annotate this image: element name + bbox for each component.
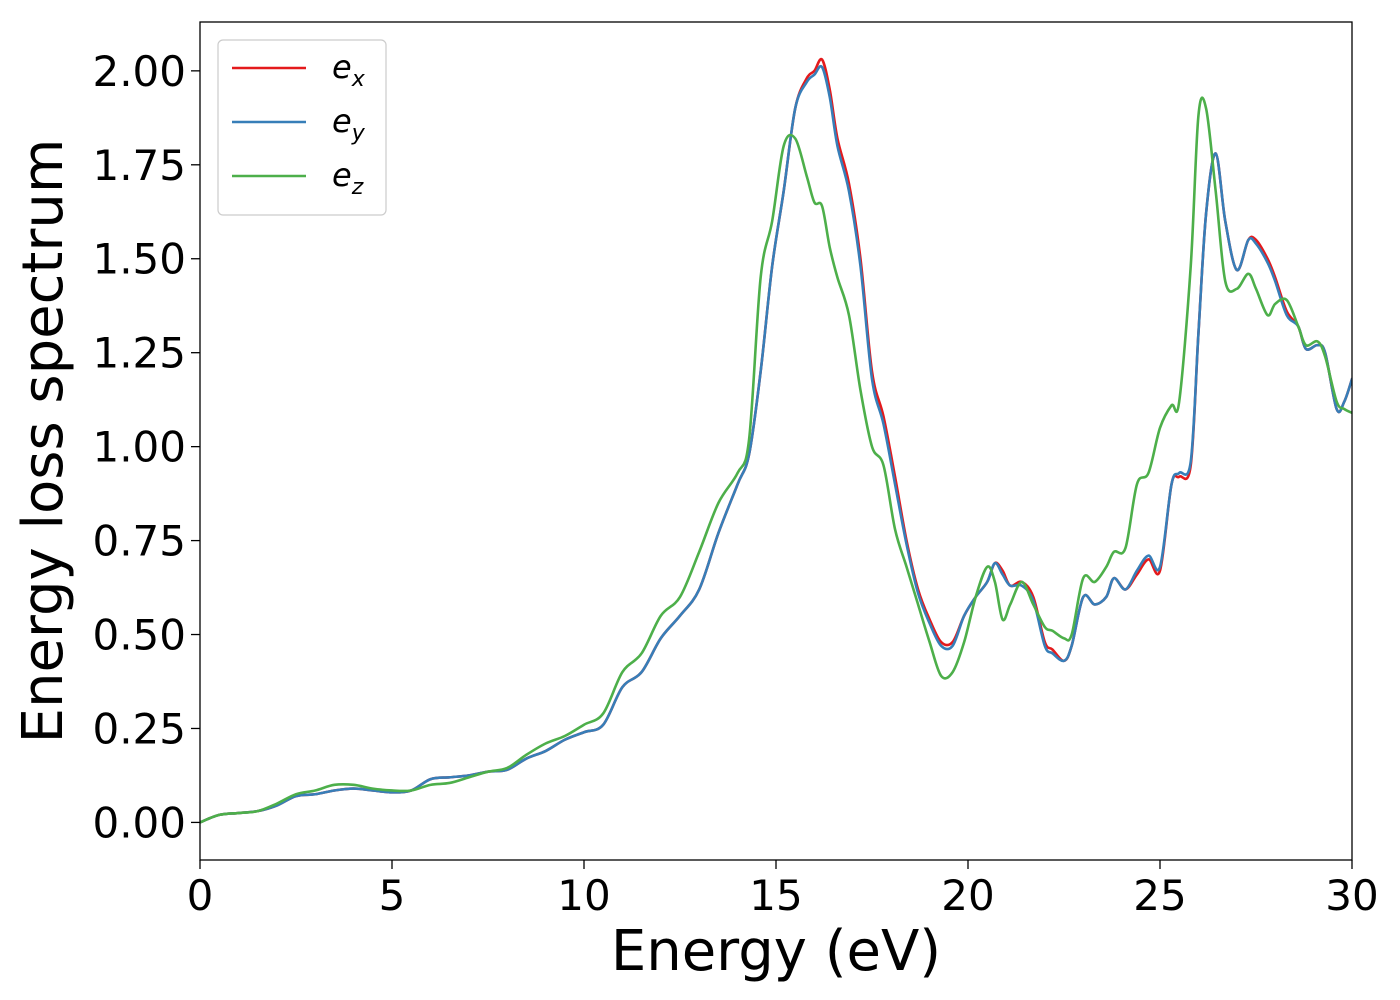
x-tick-label: 20 xyxy=(941,871,994,920)
x-tick-label: 5 xyxy=(379,871,406,920)
y-tick-label: 2.00 xyxy=(92,47,186,96)
x-tick-label: 10 xyxy=(557,871,610,920)
y-tick-label: 0.25 xyxy=(92,704,186,753)
x-tick-label: 15 xyxy=(749,871,802,920)
x-axis: 0 5 10 15 20 25 30 xyxy=(187,860,1379,920)
y-tick-label: 1.00 xyxy=(92,423,186,472)
series-line-ez xyxy=(200,96,1352,824)
y-tick-label: 0.00 xyxy=(92,798,186,847)
series-layer xyxy=(200,57,1352,824)
x-tick-label: 25 xyxy=(1133,871,1186,920)
legend-label-x: ex xyxy=(332,48,366,92)
y-axis: 0.00 0.25 0.50 0.75 1.00 1.25 1.50 1.75 2.00 xyxy=(92,47,200,847)
y-tick-label: 0.50 xyxy=(92,611,186,660)
y-axis-title: Energy loss spectrum xyxy=(11,139,76,744)
x-tick-label: 0 xyxy=(187,871,214,920)
y-tick-label: 0.75 xyxy=(92,517,186,566)
legend-label-y: ey xyxy=(332,102,366,146)
legend: ex ey ez xyxy=(217,39,387,216)
y-tick-label: 1.75 xyxy=(92,141,186,190)
y-tick-label: 1.50 xyxy=(92,235,186,284)
legend-label-z: ez xyxy=(332,156,364,200)
legend-box xyxy=(217,39,387,216)
y-tick-label: 1.25 xyxy=(92,329,186,378)
x-tick-label: 30 xyxy=(1325,871,1378,920)
x-axis-title: Energy (eV) xyxy=(611,919,941,984)
